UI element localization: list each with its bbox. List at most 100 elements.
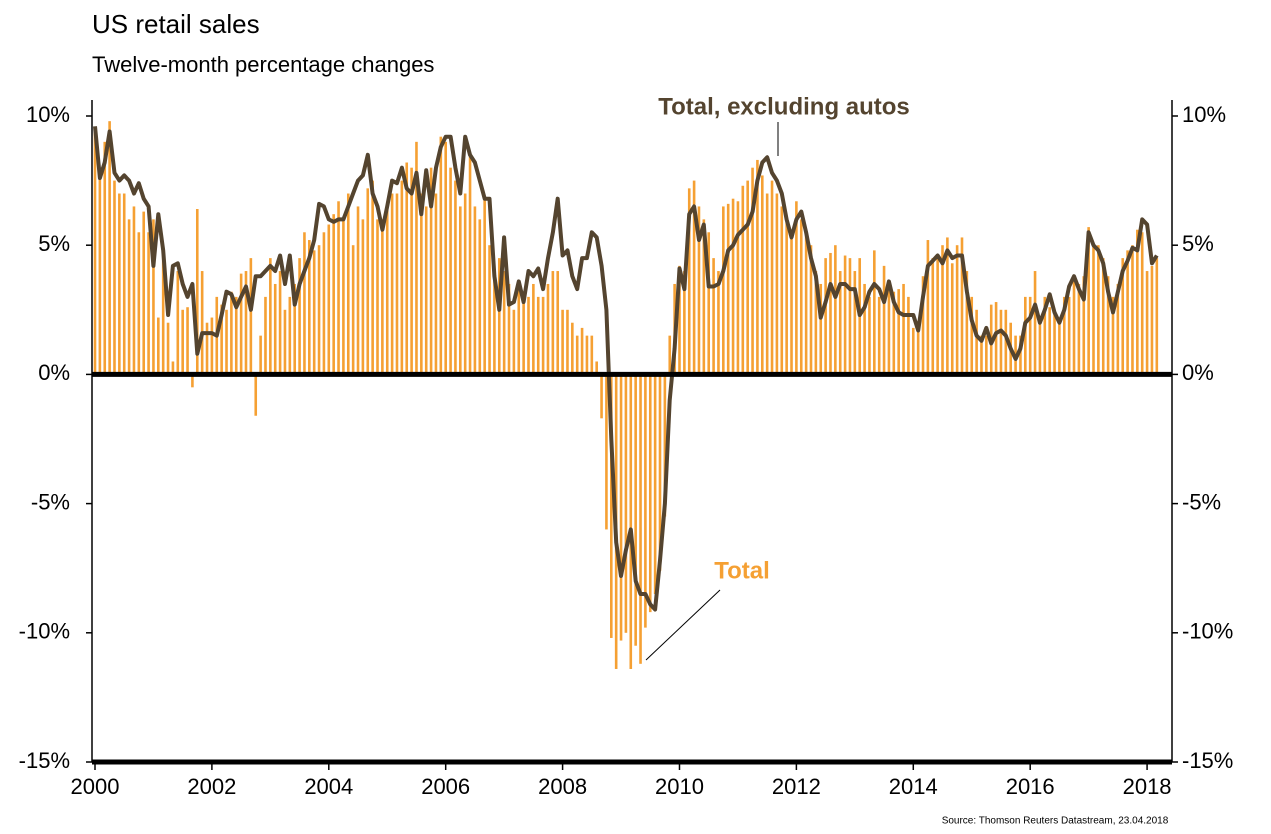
bar	[288, 296, 292, 375]
bar	[390, 193, 394, 375]
bar	[415, 141, 418, 375]
x-tick-label: 2008	[538, 774, 587, 799]
bar	[941, 245, 944, 375]
bar	[283, 309, 287, 375]
bar	[848, 258, 852, 375]
chart-subtitle: Twelve-month percentage changes	[92, 52, 434, 77]
bar	[536, 296, 540, 375]
x-tick-label: 2012	[772, 774, 821, 799]
bar	[424, 206, 428, 375]
bar	[468, 154, 472, 375]
bar	[609, 374, 613, 638]
bar	[965, 271, 969, 375]
bar	[195, 209, 199, 375]
bar	[814, 271, 818, 375]
bar	[332, 214, 335, 375]
x-tick-label: 2000	[71, 774, 120, 799]
bar	[244, 271, 248, 375]
bar	[1116, 283, 1120, 375]
bar	[449, 167, 452, 375]
bar	[624, 374, 628, 633]
bar	[473, 206, 477, 375]
y2-tick-label: 5%	[1182, 231, 1214, 256]
bar	[1145, 271, 1149, 375]
bar	[668, 335, 672, 375]
bar	[775, 193, 779, 375]
bar	[1004, 309, 1008, 375]
bar	[298, 258, 301, 375]
bar	[702, 219, 706, 375]
bar	[142, 211, 146, 375]
bar	[191, 374, 194, 388]
bar	[955, 245, 959, 375]
bar	[239, 273, 243, 375]
bar	[308, 240, 311, 375]
bar	[1062, 296, 1066, 375]
x-tick-label: 2002	[187, 774, 236, 799]
bar	[98, 167, 102, 375]
bar	[838, 271, 842, 375]
bar	[975, 309, 978, 375]
bar	[907, 296, 910, 375]
bar	[103, 141, 107, 375]
y2-tick-label: -5%	[1182, 489, 1221, 514]
bar	[385, 206, 389, 375]
bar	[356, 206, 360, 375]
bar	[147, 232, 150, 375]
bar	[259, 335, 262, 375]
bar	[902, 283, 905, 375]
y2-tick-label: 10%	[1182, 102, 1226, 127]
y2-tick-label: -10%	[1182, 619, 1233, 644]
bar	[726, 203, 730, 375]
bar	[171, 361, 175, 375]
bar	[868, 296, 871, 375]
bar	[1033, 271, 1037, 375]
bar	[731, 198, 735, 375]
bar	[381, 219, 384, 375]
y-tick-label: -15%	[19, 748, 70, 773]
bar	[566, 309, 569, 375]
bar	[278, 271, 282, 375]
bar	[317, 245, 321, 375]
bar	[454, 180, 457, 375]
y2-tick-label: 0%	[1182, 360, 1214, 385]
bar	[234, 296, 238, 375]
bar	[756, 159, 759, 375]
bar	[678, 265, 681, 375]
bar	[1038, 322, 1042, 375]
bar	[527, 296, 530, 375]
bar	[205, 322, 209, 375]
bar	[741, 185, 745, 375]
bar	[1097, 245, 1100, 375]
bar	[1087, 227, 1090, 375]
bar	[980, 335, 983, 375]
bar	[488, 245, 491, 375]
bar	[916, 322, 920, 375]
bar	[590, 335, 594, 375]
bar	[337, 201, 340, 375]
bar	[186, 307, 189, 375]
bar	[161, 245, 165, 375]
bar	[697, 206, 701, 375]
series-label: Total	[714, 557, 770, 584]
bar	[707, 232, 711, 375]
y-tick-label: -5%	[31, 489, 70, 514]
bar	[1136, 229, 1139, 375]
bar	[493, 271, 496, 375]
bar	[692, 180, 696, 375]
bar	[819, 283, 823, 375]
bar	[507, 283, 511, 375]
x-tick-label: 2006	[421, 774, 470, 799]
bar	[376, 219, 379, 375]
bar	[580, 327, 584, 375]
bar	[463, 193, 467, 375]
bar	[619, 374, 623, 641]
bar	[312, 250, 316, 375]
bar	[346, 193, 350, 375]
y-tick-label: 5%	[38, 231, 70, 256]
bar	[127, 219, 131, 375]
bar	[429, 167, 433, 375]
bar	[522, 296, 525, 375]
bar	[122, 193, 126, 375]
bar	[911, 327, 915, 375]
